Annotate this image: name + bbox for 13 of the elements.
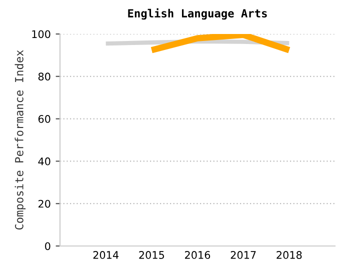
- x-tick-label: 2015: [139, 251, 164, 259]
- y-tick-label: 100: [32, 30, 50, 38]
- y-tick-label: 40: [38, 157, 50, 166]
- y-tick-label: 60: [38, 115, 50, 123]
- x-tick-label: 2018: [276, 251, 302, 259]
- chart-title: English Language Arts: [128, 8, 267, 20]
- x-tick-label: 2016: [185, 251, 210, 259]
- x-tick-label: 2014: [93, 251, 119, 259]
- y-axis-title: Composite Performance Index: [14, 50, 26, 230]
- y-tick-label: 0: [45, 242, 50, 250]
- x-tick-label: 2017: [230, 251, 256, 259]
- y-tick-label: 20: [38, 200, 50, 208]
- y-tick-label: 80: [38, 72, 50, 81]
